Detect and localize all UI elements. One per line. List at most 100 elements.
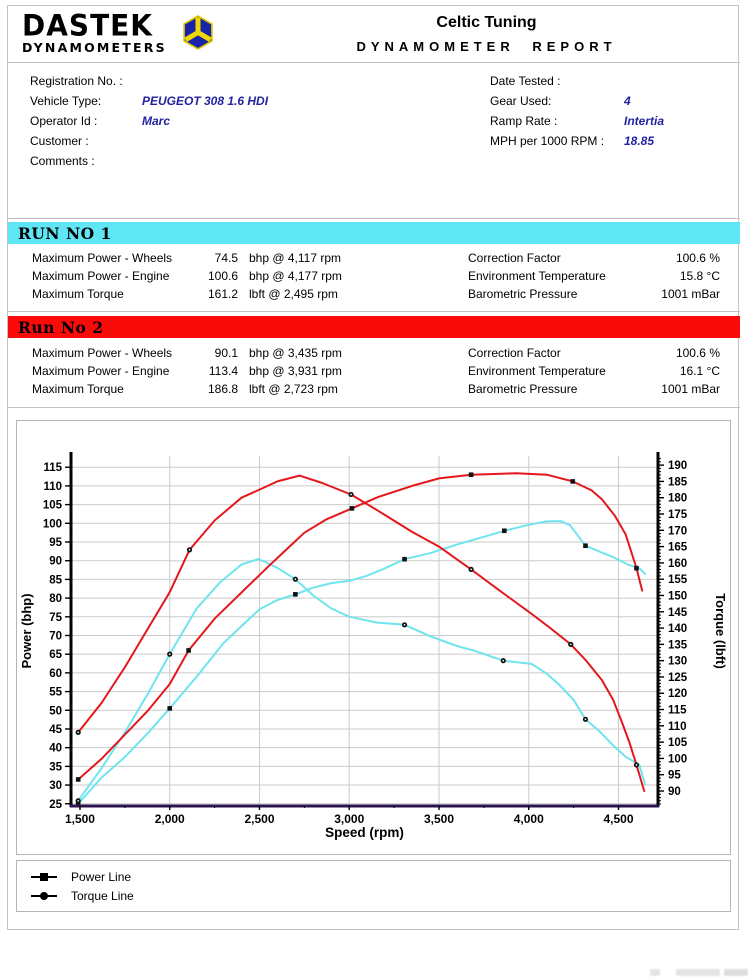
row-value: 186.8: [207, 382, 238, 396]
x-tick-label: 1,500: [65, 812, 95, 826]
operator-label: Operator Id :: [30, 114, 98, 128]
report-title: Celtic Tuning: [436, 14, 537, 31]
row-value: 16.1 °C: [679, 364, 720, 378]
row-value: 74.5: [214, 251, 238, 265]
y-left-tick-label: 60: [49, 668, 62, 680]
row-value: 100.6: [207, 269, 238, 283]
comments-label: Comments :: [30, 154, 95, 168]
torque-marker-center: [502, 659, 505, 662]
page-frame: [7, 5, 739, 930]
torque-marker-center: [350, 493, 352, 496]
report-subtitle: DYNAMOMETER REPORT: [356, 39, 617, 54]
y-right-tick-label: 105: [668, 737, 688, 749]
y-left-tick-label: 70: [49, 630, 62, 642]
torque-marker-center: [403, 623, 406, 626]
y-left-tick-label: 25: [49, 799, 62, 811]
cutoff-watermark: [650, 965, 748, 980]
torque-line-marker-icon: [31, 890, 57, 902]
x-tick-label: 2,000: [155, 812, 185, 826]
power-marker-icon: [634, 565, 639, 571]
run1-results-left: Maximum Power - Wheels 74.5 bhp @ 4,117 …: [32, 249, 432, 303]
dastek-logo-text: DASTEK DYNAMOMETERS: [22, 8, 167, 55]
y-left-axis-title: Power (bhp): [19, 593, 34, 668]
row-label: Maximum Power - Engine: [32, 364, 170, 378]
registration-label: Registration No. :: [30, 74, 123, 88]
x-axis-title: Speed (rpm): [325, 825, 404, 840]
y-left-tick-label: 40: [49, 743, 62, 755]
y-left-tick-label: 105: [43, 500, 63, 512]
row-value: 100.6 %: [675, 251, 720, 265]
vehicle-info-left: Registration No. : Vehicle Type: PEUGEOT…: [30, 71, 450, 171]
y-right-tick-label: 125: [668, 672, 688, 684]
chart-top-divider: [7, 407, 740, 408]
y-left-tick-label: 115: [43, 462, 62, 474]
y-left-tick-label: 100: [43, 518, 62, 530]
y-left-tick-label: 65: [49, 649, 62, 661]
run2-results-left: Maximum Power - Wheels 90.1 bhp @ 3,435 …: [32, 344, 432, 398]
y-right-tick-label: 180: [668, 493, 687, 505]
row-label: Barometric Pressure: [468, 382, 578, 396]
vehicle-info-right: Date Tested : Gear Used: 4 Ramp Rate : I…: [490, 71, 734, 151]
info-row-date-tested: Date Tested :: [490, 71, 734, 91]
run1-environment-temp-row: Environment Temperature 15.8 °C: [468, 267, 720, 285]
y-right-tick-label: 135: [668, 639, 688, 651]
row-value: 90.1: [214, 346, 238, 360]
x-tick-label: 4,000: [514, 812, 544, 826]
torque-marker-center: [584, 718, 587, 721]
torque-marker-center: [77, 731, 80, 734]
report-title-block: Celtic Tuning DYNAMOMETER REPORT: [250, 14, 723, 54]
run2-correction-factor-row: Correction Factor 100.6 %: [468, 344, 720, 362]
y-right-tick-label: 140: [668, 623, 687, 635]
dyno-chart: 25 30 35 40 45 50 55 60 65 70 75 80 85 90 95 100 105 110 1…: [19, 452, 728, 840]
power-marker-icon: [293, 592, 298, 597]
run1-correction-factor-row: Correction Factor 100.6 %: [468, 249, 720, 267]
y-right-tick-label: 95: [668, 770, 681, 782]
dastek-cube-icon: [183, 15, 213, 51]
y-right-axis-title: Torque (lbft): [713, 593, 728, 669]
row-unit: bhp @ 3,931 rpm: [249, 364, 342, 378]
row-value: 100.6 %: [675, 346, 720, 360]
run1-max-power-wheels-row: Maximum Power - Wheels 74.5 bhp @ 4,117 …: [32, 249, 432, 267]
power-marker-icon: [583, 543, 588, 549]
vehicle-type-value: PEUGEOT 308 1.6 HDI: [142, 94, 269, 108]
ramp-rate-value: Intertia: [624, 114, 665, 128]
x-tick-label: 3,500: [424, 812, 454, 826]
row-value: 113.4: [208, 364, 238, 378]
row-label: Correction Factor: [468, 346, 561, 360]
y-left-tick-label: 45: [49, 724, 62, 736]
y-right-tick-label: 110: [668, 721, 687, 733]
run2-environment-temp-row: Environment Temperature 16.1 °C: [468, 362, 720, 380]
legend-torque-line: Torque Line: [31, 886, 730, 905]
vehicle-type-label: Vehicle Type:: [30, 94, 102, 108]
info-row-registration: Registration No. :: [30, 71, 450, 91]
torque-marker-center: [188, 548, 191, 551]
row-value: 1001 mBar: [661, 287, 720, 301]
run2-max-torque-row: Maximum Torque 186.8 lbft @ 2,723 rpm: [32, 380, 432, 398]
run1-top-divider: [7, 218, 740, 219]
run1-max-torque-row: Maximum Torque 161.2 lbft @ 2,495 rpm: [32, 285, 432, 303]
y-left-tick-label: 50: [49, 705, 62, 717]
row-label: Maximum Power - Engine: [32, 269, 170, 283]
row-value: 161.2: [207, 287, 238, 301]
y-right-tick-label: 170: [668, 525, 687, 537]
row-unit: lbft @ 2,495 rpm: [249, 287, 338, 301]
power-marker-icon: [167, 706, 173, 711]
power-marker-icon: [468, 472, 474, 477]
row-label: Maximum Torque: [32, 382, 124, 396]
y-left-tick-label: 95: [49, 537, 62, 549]
y-right-tick-label: 185: [668, 476, 688, 488]
y-right-tick-label: 145: [668, 607, 688, 619]
y-right-tick-label: 120: [668, 688, 687, 700]
run2-conditions: Correction Factor 100.6 % Environment Te…: [468, 344, 720, 398]
run2-banner: Run No 2: [8, 316, 740, 338]
y-left-tick-label: 75: [49, 612, 62, 624]
run-1-power-curve: [77, 520, 647, 805]
power-line-marker-icon: [31, 871, 57, 883]
run-2-power-curve: [77, 472, 644, 781]
run2-max-power-wheels-row: Maximum Power - Wheels 90.1 bhp @ 3,435 …: [32, 344, 432, 362]
row-unit: bhp @ 4,177 rpm: [249, 269, 342, 283]
logo-brand-name: DASTEK: [22, 8, 154, 43]
y-right-tick-label: 90: [668, 786, 681, 798]
y-right-tick-label: 115: [668, 705, 687, 717]
